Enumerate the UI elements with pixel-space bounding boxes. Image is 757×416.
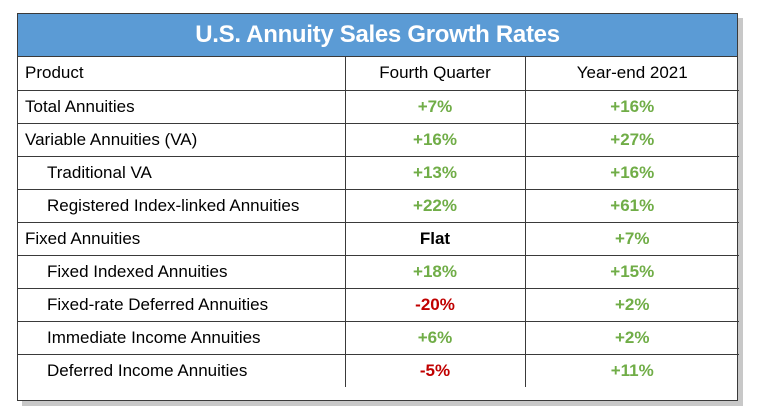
year-end-cell: +11%	[524, 353, 739, 387]
table-row: Fixed Annuities Flat +7%	[18, 221, 739, 256]
column-header-year-end: Year-end 2021	[524, 57, 739, 91]
year-end-cell: +2%	[524, 320, 739, 355]
fourth-quarter-cell: -20%	[344, 287, 526, 322]
fourth-quarter-cell: Flat	[344, 221, 526, 256]
product-cell: Variable Annuities (VA)	[18, 122, 346, 157]
table-row: Fixed Indexed Annuities +18% +15%	[18, 254, 739, 289]
product-cell: Deferred Income Annuities	[18, 353, 346, 387]
table-row: Registered Index-linked Annuities +22% +61…	[18, 188, 739, 223]
year-end-cell: +2%	[524, 287, 739, 322]
column-header-fourth-quarter: Fourth Quarter	[344, 57, 526, 91]
fourth-quarter-cell: +18%	[344, 254, 526, 289]
year-end-cell: +16%	[524, 155, 739, 190]
product-cell: Total Annuities	[18, 89, 346, 124]
product-cell: Fixed-rate Deferred Annuities	[18, 287, 346, 322]
table-row: Variable Annuities (VA) +16% +27%	[18, 122, 739, 157]
year-end-cell: +27%	[524, 122, 739, 157]
fourth-quarter-cell: +6%	[344, 320, 526, 355]
table-row: Total Annuities +7% +16%	[18, 89, 739, 124]
table-row: Traditional VA +13% +16%	[18, 155, 739, 190]
column-header-product: Product	[18, 57, 346, 91]
product-cell: Immediate Income Annuities	[18, 320, 346, 355]
product-cell: Fixed Annuities	[18, 221, 346, 256]
year-end-cell: +61%	[524, 188, 739, 223]
fourth-quarter-cell: +7%	[344, 89, 526, 124]
table-row: Fixed-rate Deferred Annuities -20% +2%	[18, 287, 739, 322]
year-end-cell: +7%	[524, 221, 739, 256]
table-row: Deferred Income Annuities -5% +11%	[18, 353, 739, 387]
fourth-quarter-cell: -5%	[344, 353, 526, 387]
year-end-cell: +16%	[524, 89, 739, 124]
year-end-cell: +15%	[524, 254, 739, 289]
product-cell: Fixed Indexed Annuities	[18, 254, 346, 289]
product-cell: Registered Index-linked Annuities	[18, 188, 346, 223]
fourth-quarter-cell: +13%	[344, 155, 526, 190]
table-row: Immediate Income Annuities +6% +2%	[18, 320, 739, 355]
header-row: Product Fourth Quarter Year-end 2021	[18, 57, 739, 91]
table-title: U.S. Annuity Sales Growth Rates	[18, 14, 737, 57]
product-cell: Traditional VA	[18, 155, 346, 190]
growth-rates-table: U.S. Annuity Sales Growth Rates Product …	[17, 13, 739, 401]
fourth-quarter-cell: +16%	[344, 122, 526, 157]
data-table: Product Fourth Quarter Year-end 2021 Tot…	[18, 57, 739, 387]
fourth-quarter-cell: +22%	[344, 188, 526, 223]
